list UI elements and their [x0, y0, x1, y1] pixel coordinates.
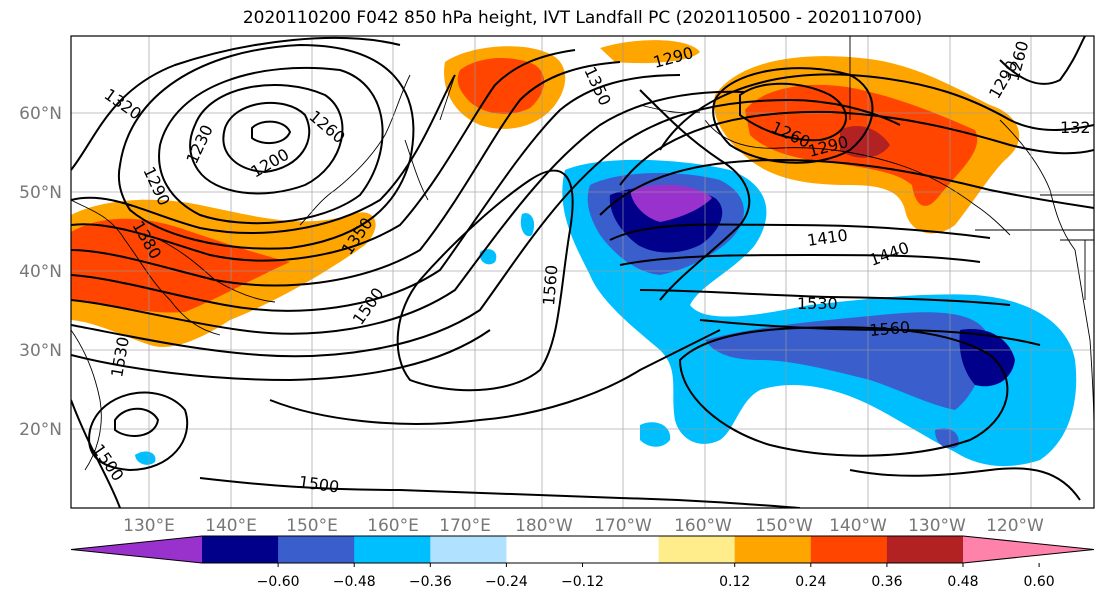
colorbar-segment: [506, 536, 583, 563]
colorbar-tick-label: −0.48: [333, 574, 376, 590]
lon-label: 160°E: [367, 516, 419, 536]
colorbar-arrow-max: [963, 536, 1094, 563]
lon-label: 140°E: [205, 516, 257, 536]
colorbar-outline: [70, 535, 1095, 564]
gridlines: [71, 36, 1094, 508]
lat-label-50n: 50°N: [19, 183, 62, 203]
contour-label: 1530: [797, 294, 838, 313]
colorbar-arrow-min: [71, 536, 202, 563]
colorbar-segment: [582, 536, 660, 563]
map-frame: [70, 35, 1095, 509]
colorbar-tick-label: −0.24: [485, 574, 528, 590]
lon-label: 180°W: [515, 516, 573, 536]
map-title: 2020110200 F042 850 hPa height, IVT Land…: [242, 8, 923, 28]
colorbar-segment: [278, 536, 355, 563]
colorbar-tick-label: 0.24: [795, 574, 826, 590]
colorbar-tick-label: 0.60: [1024, 574, 1055, 590]
colorbar-segment: [810, 536, 888, 563]
contour-label: 1560: [539, 264, 561, 306]
colorbar-segment: [430, 536, 507, 563]
colorbar-tick-label: −0.36: [409, 574, 452, 590]
lat-label-40n: 40°N: [19, 262, 62, 282]
lon-label: 150°E: [286, 516, 338, 536]
longitude-labels: 130°E 140°E 150°E 160°E 170°E 180°W 170°…: [123, 516, 1044, 536]
contour-label: 1560: [869, 318, 911, 340]
colorbar-segment: [886, 536, 964, 563]
lon-label: 130°E: [123, 516, 175, 536]
lon-label: 170°E: [439, 516, 491, 536]
lon-label: 130°W: [908, 516, 966, 536]
height-contours: [71, 36, 1094, 508]
lon-label: 120°W: [986, 516, 1044, 536]
negative-ivt-shading: [135, 159, 1077, 467]
lon-label: 170°W: [594, 516, 652, 536]
lat-label-20n: 20°N: [19, 420, 62, 440]
lon-label: 140°W: [829, 516, 887, 536]
lon-label: 150°W: [755, 516, 813, 536]
lon-label: 160°W: [674, 516, 732, 536]
colorbar-tick-label: 0.12: [719, 574, 750, 590]
colorbar-tick-label: 0.48: [947, 574, 978, 590]
colorbar-segment: [734, 536, 812, 563]
colorbar-tick-label: −0.12: [561, 574, 604, 590]
colorbar-tick-label: 0.36: [871, 574, 902, 590]
lat-label-60n: 60°N: [19, 104, 62, 124]
colorbar-tick-label: −0.60: [257, 574, 300, 590]
lat-label-30n: 30°N: [19, 341, 62, 361]
colorbar-segment: [658, 536, 736, 563]
contour-label: 132: [1060, 118, 1091, 137]
coastlines: [71, 36, 1094, 471]
latitude-labels: 60°N 50°N 40°N 30°N 20°N: [19, 104, 62, 440]
colorbar: −0.60 −0.48 −0.36 −0.24 −0.12 0.12 0.24 0.36 0.4…: [70, 535, 1095, 590]
colorbar-segment: [202, 536, 279, 563]
map-area: 1320 1230 1200 1260 1290 1380 1350 1500 …: [71, 36, 1094, 508]
colorbar-segment: [354, 536, 431, 563]
